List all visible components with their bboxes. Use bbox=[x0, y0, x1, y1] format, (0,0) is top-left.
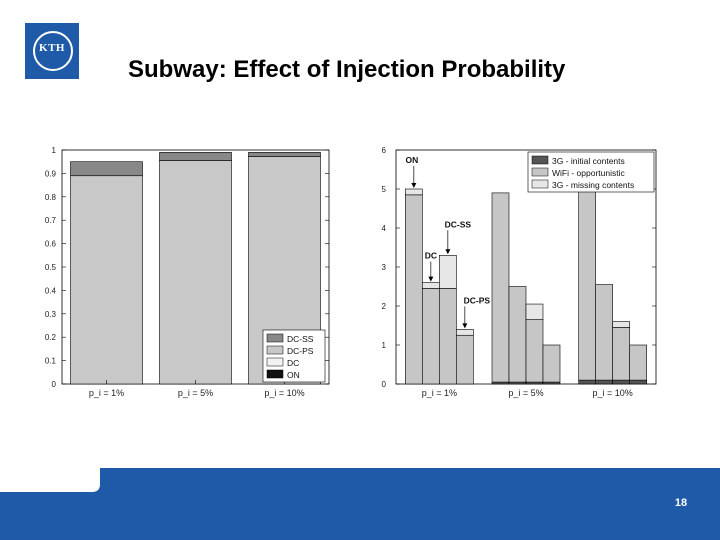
y-tick-label: 6 bbox=[382, 146, 387, 155]
bar-segment bbox=[578, 190, 596, 381]
logo-text: KTH bbox=[39, 42, 65, 54]
bar-segment bbox=[405, 188, 423, 196]
bar-segment bbox=[422, 282, 440, 289]
legend-swatch bbox=[266, 357, 284, 367]
legend-label: 3G - initial contents bbox=[552, 156, 625, 166]
bar-segment bbox=[70, 175, 143, 385]
y-tick-label: 0.9 bbox=[45, 169, 57, 178]
bar-segment bbox=[595, 284, 613, 381]
y-tick-label: 0 bbox=[52, 380, 57, 389]
y-tick-label: 4 bbox=[382, 224, 387, 233]
y-tick-label: 0.4 bbox=[45, 286, 57, 295]
x-tick-label: p_i = 5% bbox=[508, 388, 543, 398]
legend-swatch bbox=[266, 345, 284, 355]
bar-segment bbox=[491, 192, 510, 383]
y-tick-label: 0.8 bbox=[45, 193, 57, 202]
bar-segment bbox=[405, 194, 423, 385]
bar-segment bbox=[525, 303, 544, 320]
kth-logo: KTH bbox=[25, 23, 79, 79]
y-tick-label: 0.6 bbox=[45, 240, 57, 249]
legend-box bbox=[527, 151, 655, 193]
y-tick-label: 5 bbox=[382, 185, 387, 194]
x-tick-label: p_i = 10% bbox=[593, 388, 633, 398]
bar-segment bbox=[612, 321, 630, 328]
y-tick-label: 1 bbox=[382, 341, 387, 350]
slide-title: Subway: Effect of Injection Probability bbox=[128, 56, 566, 83]
annotation-arrowhead bbox=[428, 276, 434, 282]
legend-label: 3G - missing contents bbox=[552, 180, 634, 190]
bar-segment bbox=[578, 379, 596, 385]
y-tick-label: 0 bbox=[382, 380, 387, 389]
bar-annotation: DC-PS bbox=[464, 295, 491, 305]
y-tick-label: 0.1 bbox=[45, 357, 57, 366]
legend-label: WiFi - opportunistic bbox=[552, 168, 625, 178]
bar-segment bbox=[612, 379, 630, 385]
annotation-arrowhead bbox=[462, 323, 468, 329]
x-tick-label: p_i = 5% bbox=[178, 388, 213, 398]
page-number: 18 bbox=[674, 497, 688, 509]
bar-segment bbox=[629, 379, 647, 385]
y-tick-label: 0.3 bbox=[45, 310, 57, 319]
legend-label: DC-PS bbox=[287, 346, 314, 356]
x-tick-label: p_i = 1% bbox=[422, 388, 457, 398]
bar-segment bbox=[508, 286, 527, 383]
legend-swatch bbox=[266, 333, 284, 343]
annotation-arrowhead bbox=[411, 183, 417, 188]
bar-segment bbox=[422, 288, 440, 385]
bar-segment bbox=[70, 161, 143, 177]
bar-annotation: DC bbox=[425, 251, 437, 261]
y-tick-label: 3 bbox=[382, 263, 387, 272]
y-tick-label: 2 bbox=[382, 302, 387, 311]
y-tick-label: 1 bbox=[52, 146, 57, 155]
bar-annotation: DC-SS bbox=[445, 219, 472, 229]
logo-ring bbox=[33, 31, 73, 71]
y-tick-label: 0.5 bbox=[45, 263, 57, 272]
bar-segment bbox=[439, 288, 457, 385]
bar-segment bbox=[612, 327, 630, 381]
bar-annotation: ON bbox=[405, 155, 418, 165]
footer-bar bbox=[0, 468, 720, 540]
legend-label: ON bbox=[287, 370, 300, 380]
bar-segment bbox=[456, 334, 474, 385]
bar-segment bbox=[248, 152, 321, 157]
legend-swatch bbox=[531, 167, 549, 177]
bar-segment bbox=[525, 319, 544, 383]
bar-segment bbox=[629, 344, 647, 381]
bar-segment bbox=[456, 329, 474, 336]
bar-segment bbox=[159, 152, 232, 161]
bar-segment bbox=[595, 379, 613, 385]
bar-segment bbox=[159, 160, 232, 385]
legend-swatch bbox=[266, 369, 284, 379]
x-tick-label: p_i = 10% bbox=[264, 388, 304, 398]
y-tick-label: 0.2 bbox=[45, 333, 57, 342]
legend-swatch bbox=[531, 155, 549, 165]
x-tick-label: p_i = 1% bbox=[89, 388, 124, 398]
legend-label: DC-SS bbox=[287, 334, 314, 344]
y-tick-label: 0.7 bbox=[45, 216, 57, 225]
bar-segment bbox=[439, 255, 457, 289]
bar-segment bbox=[542, 344, 561, 383]
legend-label: DC bbox=[287, 358, 299, 368]
legend-swatch bbox=[531, 179, 549, 189]
annotation-arrowhead bbox=[445, 249, 451, 255]
